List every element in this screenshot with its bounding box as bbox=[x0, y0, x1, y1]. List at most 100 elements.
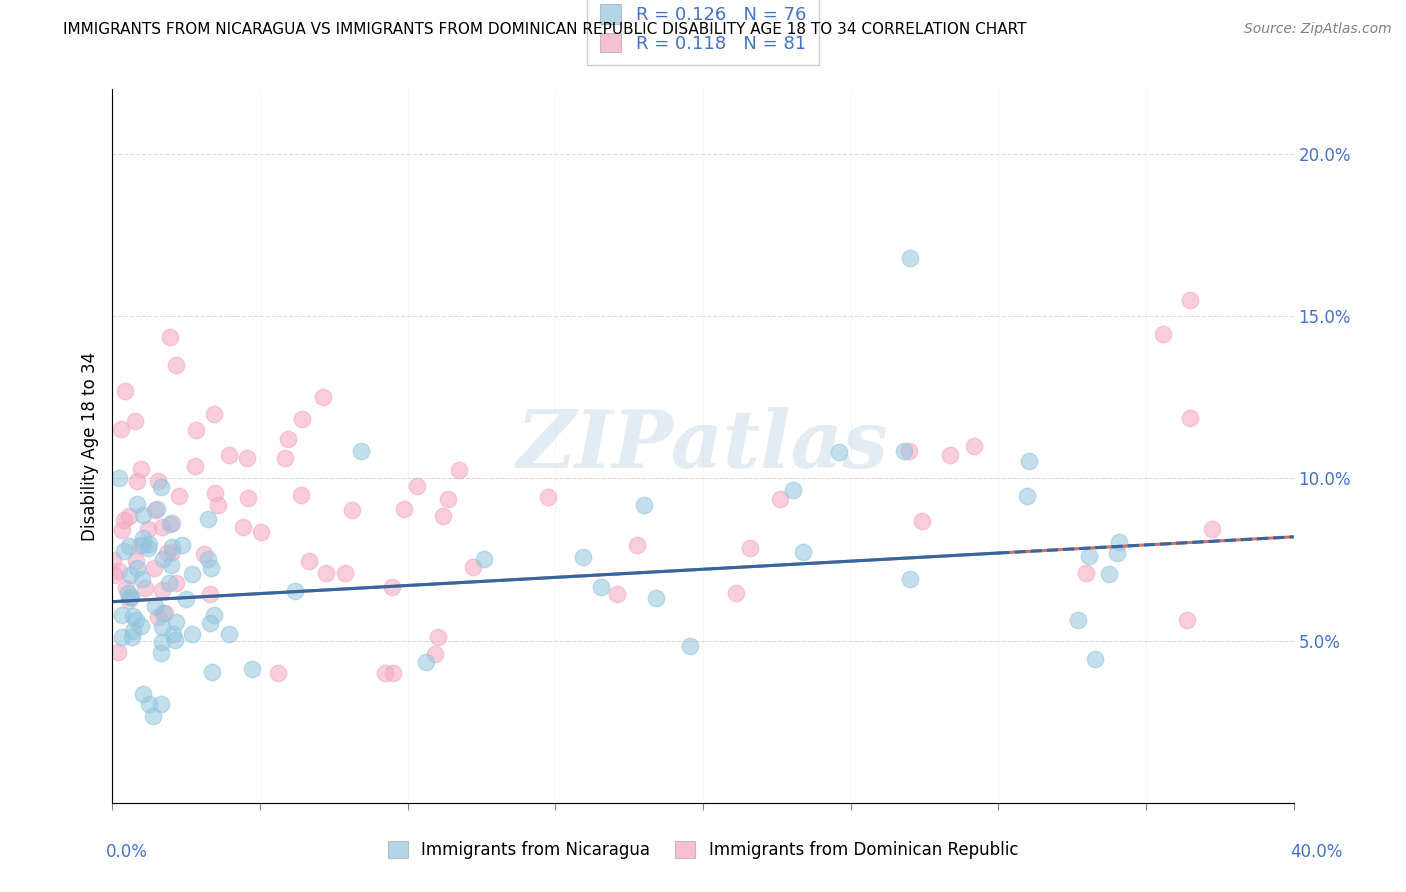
Point bbox=[198, 587, 221, 601]
Point bbox=[277, 432, 299, 446]
Point bbox=[898, 444, 921, 458]
Point bbox=[112, 512, 135, 526]
Point bbox=[121, 631, 143, 645]
Point bbox=[132, 508, 155, 523]
Point bbox=[111, 608, 134, 623]
Point bbox=[131, 462, 153, 476]
Point bbox=[114, 581, 136, 595]
Point bbox=[437, 491, 460, 506]
Point bbox=[167, 489, 190, 503]
Point bbox=[160, 558, 183, 572]
Point bbox=[143, 561, 166, 575]
Point bbox=[198, 616, 221, 631]
Point bbox=[108, 565, 131, 579]
Point bbox=[160, 545, 183, 559]
Point bbox=[162, 627, 184, 641]
Point bbox=[207, 498, 229, 512]
Point bbox=[122, 624, 145, 639]
Point bbox=[447, 463, 470, 477]
Point bbox=[136, 541, 159, 555]
Point bbox=[160, 540, 183, 554]
Point bbox=[782, 483, 804, 498]
Point bbox=[132, 687, 155, 701]
Point bbox=[165, 576, 187, 591]
Point bbox=[423, 648, 446, 662]
Point bbox=[129, 619, 152, 633]
Point bbox=[1152, 327, 1174, 342]
Point bbox=[572, 550, 595, 565]
Legend: Immigrants from Nicaragua, Immigrants from Dominican Republic: Immigrants from Nicaragua, Immigrants fr… bbox=[381, 834, 1025, 866]
Point bbox=[537, 490, 560, 504]
Point bbox=[1201, 522, 1223, 536]
Point bbox=[1105, 546, 1128, 560]
Point bbox=[146, 610, 169, 624]
Point bbox=[184, 458, 207, 473]
Point bbox=[218, 448, 240, 462]
Point bbox=[142, 709, 165, 723]
Point bbox=[381, 581, 404, 595]
Point bbox=[112, 544, 135, 558]
Point bbox=[184, 423, 207, 437]
Point bbox=[117, 586, 139, 600]
Point bbox=[118, 568, 141, 582]
Point bbox=[193, 547, 215, 561]
Point bbox=[432, 508, 454, 523]
Point bbox=[159, 516, 181, 531]
Point bbox=[132, 538, 155, 552]
Point bbox=[626, 538, 648, 552]
Point bbox=[291, 412, 314, 426]
Point bbox=[150, 647, 173, 661]
Point bbox=[132, 531, 155, 545]
Point bbox=[125, 561, 148, 575]
Point bbox=[238, 491, 260, 506]
Point bbox=[111, 630, 134, 644]
Point bbox=[181, 626, 204, 640]
Point bbox=[382, 666, 405, 681]
Point bbox=[152, 551, 174, 566]
Point bbox=[108, 471, 131, 485]
Point bbox=[792, 544, 814, 558]
Point bbox=[103, 567, 125, 582]
Point bbox=[911, 514, 934, 528]
Point bbox=[267, 666, 290, 681]
Point bbox=[274, 451, 297, 466]
Point bbox=[118, 592, 141, 607]
Point bbox=[472, 552, 495, 566]
Point bbox=[150, 520, 173, 534]
Point bbox=[110, 422, 132, 436]
Point bbox=[606, 587, 628, 601]
Point bbox=[1017, 489, 1039, 503]
Point bbox=[962, 438, 984, 452]
Point bbox=[157, 576, 180, 591]
Point bbox=[197, 512, 219, 526]
Point bbox=[107, 645, 129, 659]
Point bbox=[131, 572, 153, 586]
Point bbox=[204, 486, 226, 500]
Point bbox=[197, 551, 219, 566]
Point bbox=[143, 599, 166, 613]
Point bbox=[633, 498, 655, 512]
Point bbox=[290, 488, 312, 502]
Point bbox=[679, 639, 702, 653]
Point bbox=[406, 479, 429, 493]
Text: IMMIGRANTS FROM NICARAGUA VS IMMIGRANTS FROM DOMINICAN REPUBLIC DISABILITY AGE 1: IMMIGRANTS FROM NICARAGUA VS IMMIGRANTS … bbox=[63, 22, 1026, 37]
Point bbox=[1175, 613, 1198, 627]
Text: ZIPatlas: ZIPatlas bbox=[517, 408, 889, 484]
Point bbox=[150, 697, 173, 711]
Point bbox=[250, 524, 273, 539]
Point bbox=[134, 581, 156, 595]
Point bbox=[125, 497, 148, 511]
Point bbox=[152, 606, 174, 620]
Point bbox=[392, 502, 415, 516]
Point bbox=[236, 451, 259, 466]
Point bbox=[129, 538, 152, 552]
Point bbox=[156, 546, 179, 560]
Point bbox=[155, 607, 177, 621]
Point bbox=[101, 552, 124, 566]
Point bbox=[174, 591, 197, 606]
Point bbox=[738, 541, 761, 555]
Point bbox=[181, 566, 204, 581]
Point bbox=[312, 390, 335, 404]
Point bbox=[201, 665, 224, 680]
Point bbox=[120, 590, 142, 604]
